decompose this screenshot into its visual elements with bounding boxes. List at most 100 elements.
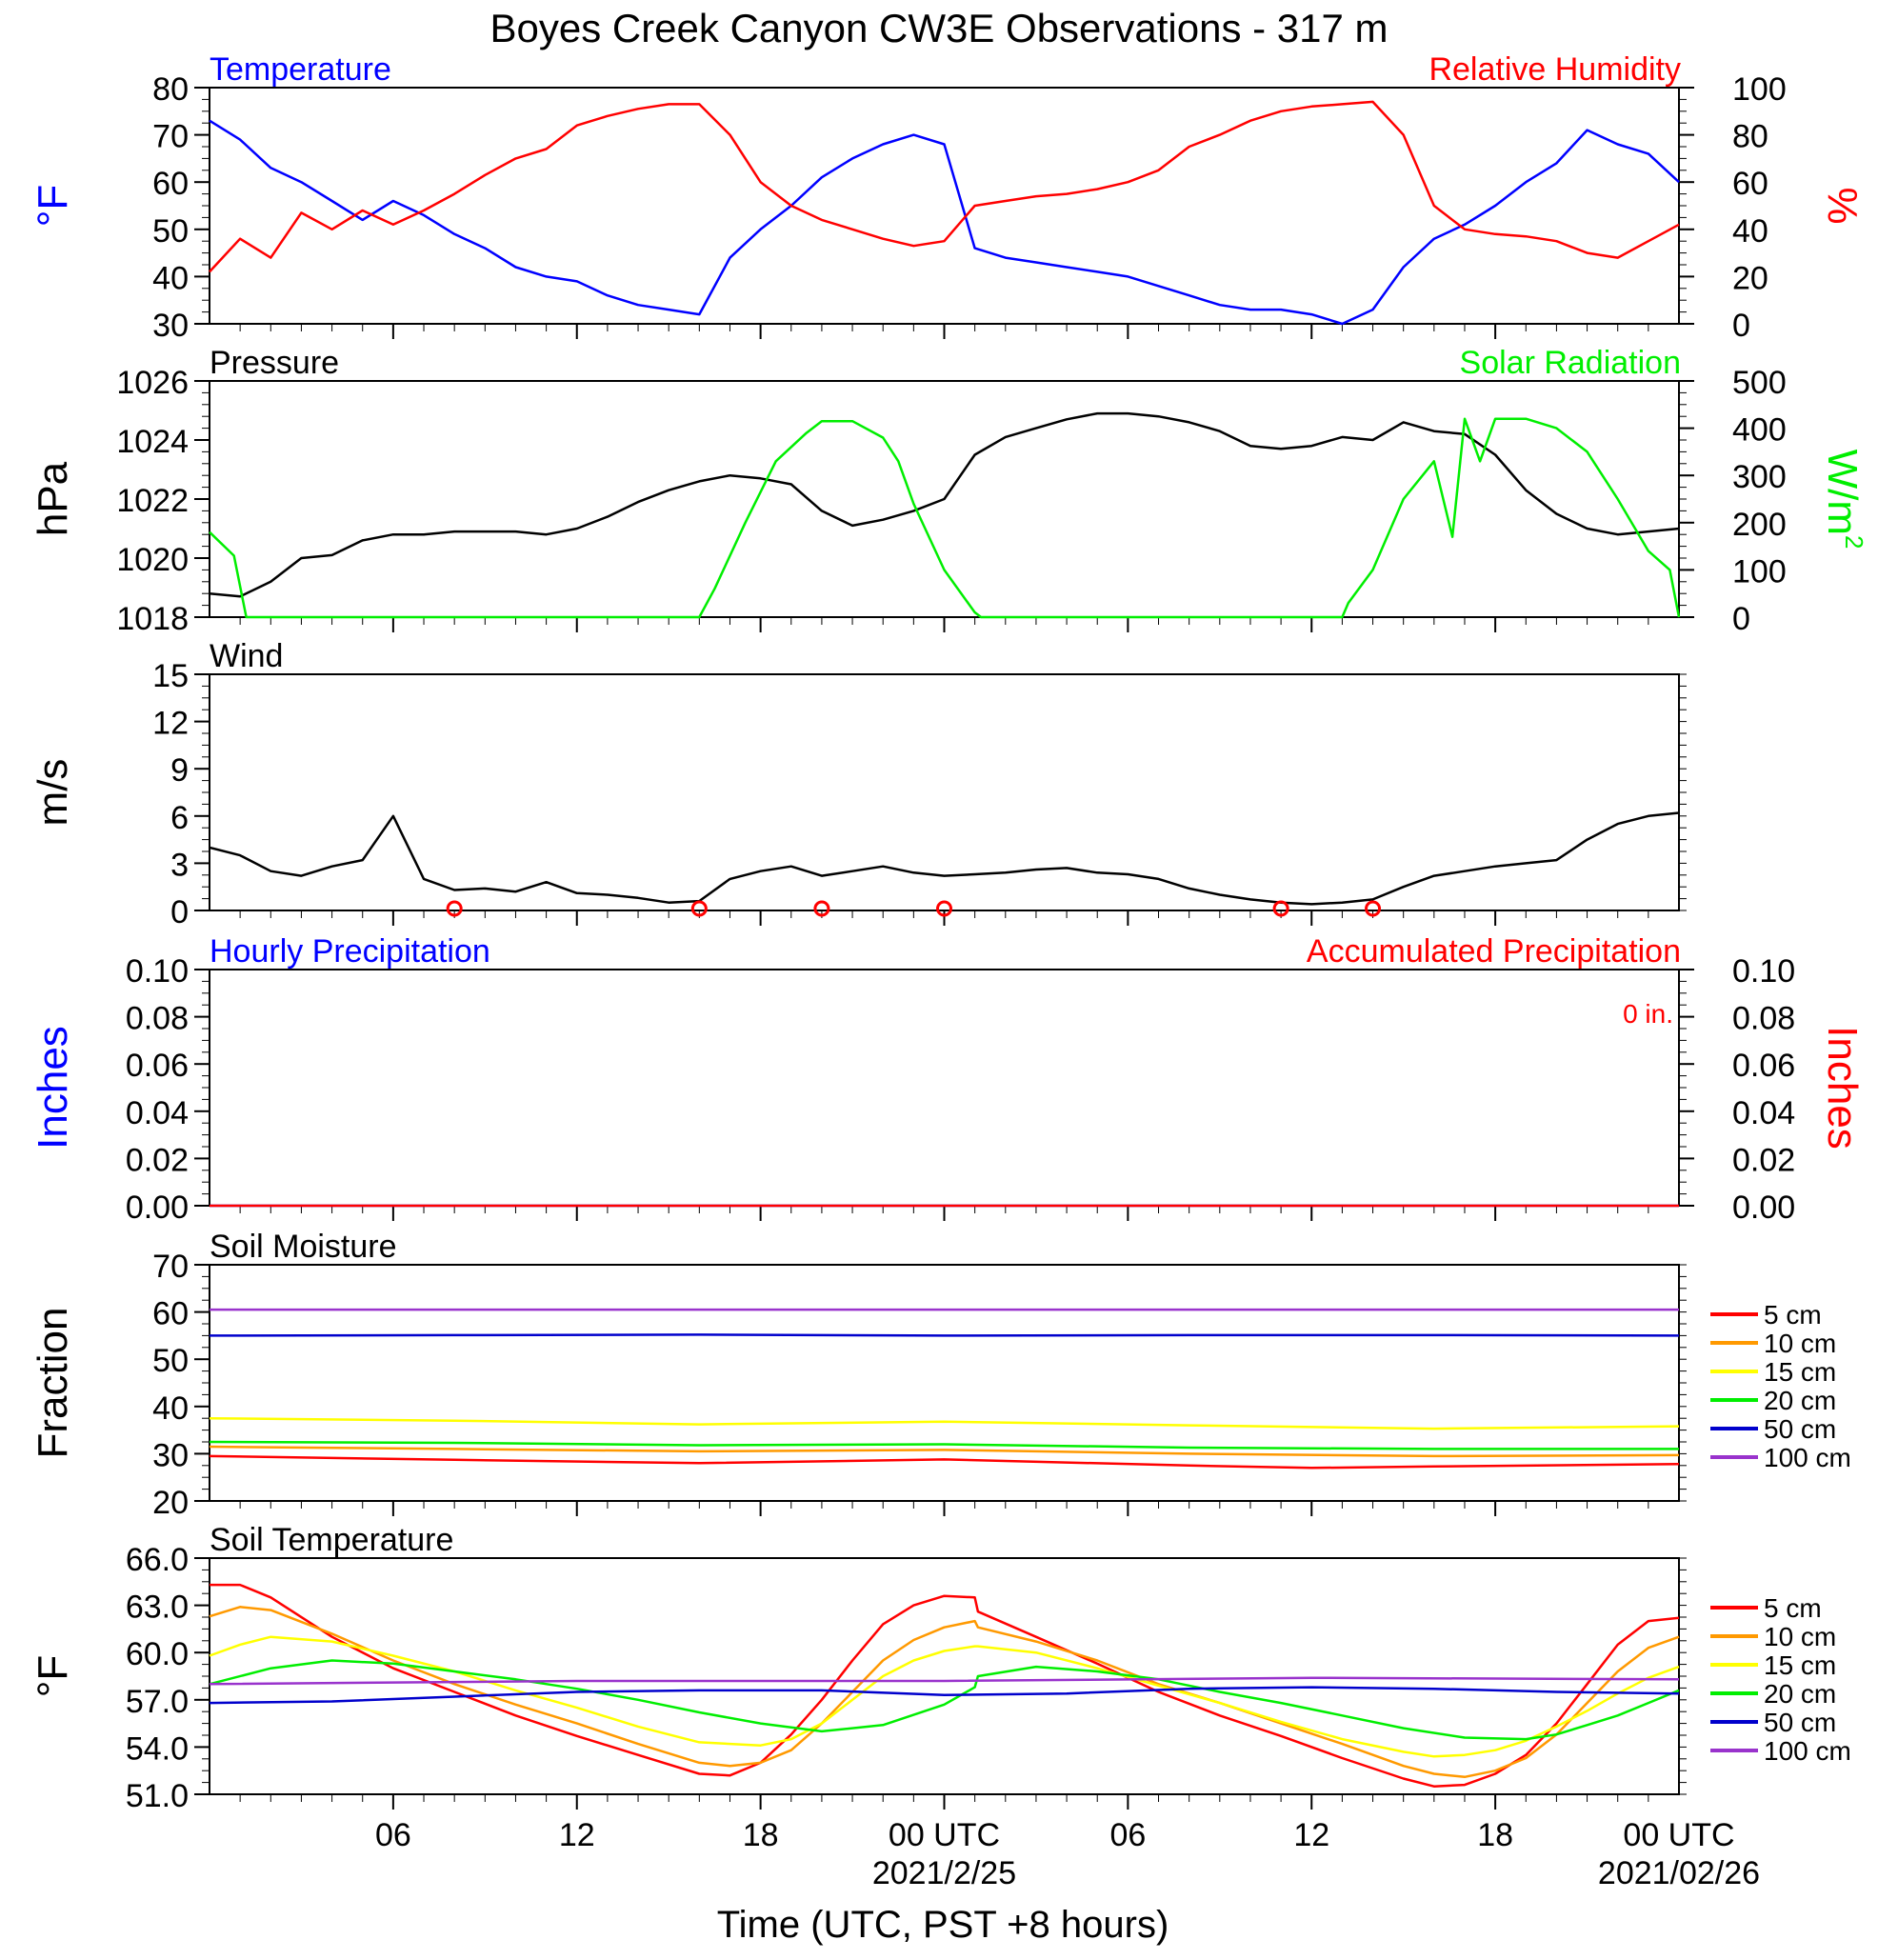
legend-label: 5 cm (1764, 1593, 1822, 1623)
x-tick-label: 00 UTC (889, 1817, 1000, 1853)
series-line-50-cm (209, 1333, 1680, 1337)
calm-wind-marker (1272, 900, 1289, 917)
x-date-label: 2021/2/25 (872, 1855, 1016, 1891)
legend-label: 20 cm (1764, 1679, 1836, 1709)
panel-title-left: Soil Temperature (210, 1522, 453, 1558)
x-tick-label: 00 UTC (1623, 1817, 1734, 1853)
x-axis: Time (UTC, PST +8 hours) 06 12 18 00 UTC 06 1… (375, 1817, 1760, 1946)
y-tick-label-right: 300 (1732, 459, 1787, 495)
series-line-relative-humidity (209, 100, 1680, 273)
x-tick-label: 18 (743, 1817, 779, 1853)
x-tick-label: 06 (1109, 1817, 1146, 1853)
y-tick-label-left: 1026 (116, 365, 189, 401)
y-tick-label-left: 50 (152, 1343, 189, 1379)
series-line-5-cm (209, 1454, 1680, 1470)
series-line-solar-radiation (209, 417, 1681, 619)
y-tick-label-left: 60 (152, 166, 189, 202)
series-line-100-cm (209, 1676, 1680, 1686)
y-tick-label-right: 100 (1732, 71, 1787, 108)
y-tick-label-right: 20 (1732, 260, 1768, 296)
y-tick-label-left: 0.08 (126, 1001, 189, 1037)
calm-wind-marker (690, 900, 708, 917)
legend-label: 50 cm (1764, 1414, 1836, 1444)
x-axis-title: Time (UTC, PST +8 hours) (717, 1904, 1169, 1946)
series-line-wind (209, 811, 1680, 906)
y-axis-unit-right: % (1819, 187, 1866, 224)
panel-title-right: Relative Humidity (1428, 51, 1681, 88)
y-tick-label-right: 0.04 (1732, 1095, 1795, 1131)
y-tick-label-right: 500 (1732, 365, 1787, 401)
y-tick-label-left: 50 (152, 213, 189, 250)
panel-title-left: Temperature (210, 51, 391, 88)
y-tick-label-left: 40 (152, 1390, 189, 1427)
panel-title-left: Hourly Precipitation (210, 933, 490, 970)
y-tick-label-left: 30 (152, 1437, 189, 1473)
x-tick-label: 18 (1477, 1817, 1513, 1853)
series-line-5-cm (210, 1583, 1680, 1788)
x-tick-label: 06 (375, 1817, 411, 1853)
y-tick-label-right: 0 (1732, 601, 1750, 637)
y-tick-label-right: 0.10 (1732, 953, 1795, 990)
y-axis-unit-left: °F (30, 1655, 76, 1697)
y-tick-label-left: 15 (152, 658, 189, 694)
y-axis-unit-left: hPa (30, 461, 76, 536)
y-tick-label-left: 12 (152, 706, 189, 742)
legend-label: 10 cm (1764, 1329, 1836, 1358)
series-line-15-cm (209, 1635, 1680, 1758)
y-tick-label-left: 0.02 (126, 1142, 189, 1178)
y-tick-label-left: 20 (152, 1485, 189, 1521)
legend-label: 100 cm (1764, 1736, 1851, 1766)
x-tick-label: 12 (559, 1817, 595, 1853)
accumulated-precip-note: 0 in. (1623, 999, 1673, 1029)
legend-label: 5 cm (1764, 1300, 1822, 1330)
y-tick-label-left: 57.0 (126, 1684, 189, 1720)
y-tick-label-right: 80 (1732, 119, 1768, 155)
y-tick-label-right: 0.08 (1732, 1001, 1795, 1037)
x-tick-label: 12 (1293, 1817, 1329, 1853)
panel-soil_moisture: 20 30 40 50 60 70 Soil Moisture Fraction 5 cm10 … (30, 1229, 1851, 1521)
y-tick-label-right: 40 (1732, 213, 1768, 250)
series-line-15-cm (209, 1416, 1680, 1430)
series-line-pressure (209, 411, 1680, 598)
series-line-10-cm (209, 1606, 1680, 1779)
y-tick-label-left: 60 (152, 1296, 189, 1332)
x-date-label: 2021/02/26 (1598, 1855, 1760, 1891)
plot-frame (209, 969, 1680, 1207)
y-tick-label-left: 70 (152, 1249, 189, 1285)
panel-temp_rh: 30 40 50 60 70 80 0 20 40 60 80 100 Temperature Relat… (30, 51, 1866, 344)
y-tick-label-left: 9 (170, 752, 189, 789)
panel-wind: 0 3 6 9 12 15 Wind m/s (30, 638, 1687, 930)
panel-title-left: Pressure (210, 345, 339, 381)
y-tick-label-right: 200 (1732, 507, 1787, 543)
series-line-20-cm (209, 1659, 1680, 1741)
legend-label: 15 cm (1764, 1357, 1836, 1387)
y-tick-label-right: 0.00 (1732, 1190, 1795, 1226)
chart-title: Boyes Creek Canyon CW3E Observations - 3… (489, 6, 1388, 50)
y-tick-label-left: 30 (152, 308, 189, 344)
y-tick-label-left: 63.0 (126, 1590, 189, 1626)
y-axis-unit-left: Inches (30, 1026, 76, 1150)
y-tick-label-left: 66.0 (126, 1542, 189, 1578)
panel-title-right: Accumulated Precipitation (1307, 933, 1681, 970)
y-tick-label-right: 0.06 (1732, 1048, 1795, 1084)
y-axis-unit-right: Inches (1819, 1026, 1866, 1150)
plot-frame (209, 87, 1680, 325)
calm-wind-marker (813, 900, 830, 917)
panel-title-left: Soil Moisture (210, 1229, 397, 1265)
legend-label: 10 cm (1764, 1622, 1836, 1651)
series-line-50-cm (209, 1686, 1680, 1705)
legend-label: 100 cm (1764, 1443, 1851, 1472)
y-tick-label-right: 100 (1732, 553, 1787, 590)
y-tick-label-left: 0.10 (126, 953, 189, 990)
legend-label: 15 cm (1764, 1650, 1836, 1680)
y-axis-unit-left: °F (30, 185, 76, 227)
y-tick-label-right: 0 (1732, 308, 1750, 344)
y-tick-label-left: 70 (152, 119, 189, 155)
panel-soil_temperature: 51.0 54.0 57.0 60.0 63.0 66.0 Soil Temperature… (30, 1522, 1851, 1814)
y-tick-label-left: 6 (170, 800, 189, 836)
y-tick-label-left: 54.0 (126, 1730, 189, 1767)
y-tick-label-right: 400 (1732, 412, 1787, 449)
y-tick-label-left: 1020 (116, 542, 189, 578)
